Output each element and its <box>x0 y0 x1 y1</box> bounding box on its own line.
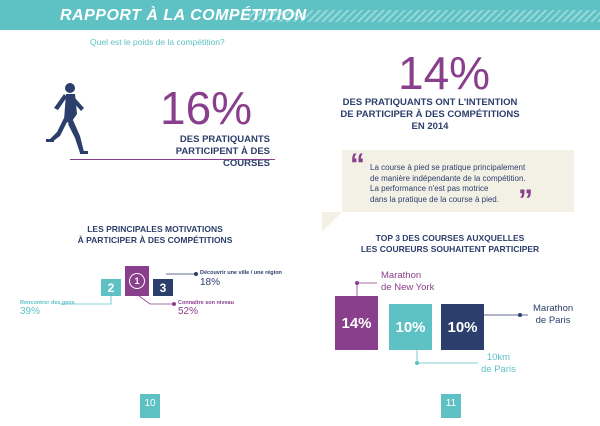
header-band <box>0 0 600 30</box>
left-stat-line-2: PARTICIPENT À DES <box>175 146 270 157</box>
header-stripes <box>248 10 600 22</box>
motivation-3-label: Découvrir une ville / une région <box>200 270 282 276</box>
quote-box-tail <box>322 212 342 232</box>
right-stat-line-3: EN 2014 <box>411 121 449 132</box>
page-number-left: 10 <box>140 394 160 418</box>
race-1-percent: 14% <box>341 314 372 332</box>
motivations-heading-line-2: À PARTICIPER À DES COMPÉTITIONS <box>77 235 233 245</box>
motivation-rank-3-block: 3 <box>153 279 173 296</box>
race-1-label: Marathon de New York <box>381 270 434 294</box>
left-stat-line-3: COURSES <box>223 158 270 169</box>
left-stat-text: DES PRATIQUANTS PARTICIPENT À DES COURSE… <box>148 134 270 170</box>
race-2-label: 10km de Paris <box>481 352 516 376</box>
quote-line-4: dans la pratique de la course à pied. <box>370 194 499 204</box>
top3-heading-line-2: LES COUREURS SOUHAITENT PARTICIPER <box>360 244 540 254</box>
top3-heading-line-1: TOP 3 DES COURSES AUXQUELLES <box>375 233 525 243</box>
top3-race-1-block: 14% <box>335 296 378 350</box>
left-big-percent: 16% <box>160 82 253 134</box>
motivation-2-percent: 39% <box>20 306 41 317</box>
race-1-line-1: Marathon <box>381 270 422 281</box>
race-3-percent: 10% <box>447 318 478 336</box>
open-quote-icon: “ <box>350 148 365 181</box>
motivation-rank-1-block: 1 <box>125 266 149 296</box>
quote-line-1: La course à pied se pratique principalem… <box>370 163 526 172</box>
race-2-line-1: 10km <box>486 352 511 363</box>
rank-1-circle-icon: 1 <box>129 273 145 289</box>
top3-heading: TOP 3 DES COURSES AUXQUELLES LES COUREUR… <box>345 233 555 255</box>
quote-line-3: La performance n'est pas motrice <box>370 184 489 193</box>
right-stat-line-2: DE PARTICIPER À DES COMPÉTITIONS <box>340 109 520 120</box>
race-1-line-2: de New York <box>381 282 435 293</box>
race-2-line-2: de Paris <box>481 364 516 375</box>
motivation-3-percent: 18% <box>200 277 221 288</box>
top3-race-2-block: 10% <box>389 304 432 350</box>
close-quote-icon: ” <box>518 184 533 217</box>
page-subtitle: Quel est le poids de la compétition? <box>90 37 225 47</box>
runner-silhouette-icon <box>46 83 88 154</box>
left-stat-divider <box>70 159 275 160</box>
right-stat-line-1: DES PRATIQUANTS ONT L'INTENTION <box>342 97 518 108</box>
rank-3-number: 3 <box>159 280 167 295</box>
page-number-right: 11 <box>441 394 461 418</box>
race-3-line-1: Marathon <box>533 303 574 314</box>
motivation-2-label: Rencontrer des gens <box>20 300 75 306</box>
race-3-label: Marathon de Paris <box>533 303 573 327</box>
rank-1-number: 1 <box>134 276 140 286</box>
left-stat-line-1: DES PRATIQUANTS <box>179 134 270 145</box>
rank-2-number: 2 <box>107 280 115 295</box>
right-stat-text: DES PRATIQUANTS ONT L'INTENTION DE PARTI… <box>330 97 530 133</box>
quote-box <box>342 150 574 212</box>
right-big-percent: 14% <box>398 47 491 99</box>
race-2-percent: 10% <box>395 318 426 336</box>
race-3-line-2: de Paris <box>535 315 571 326</box>
quote-text: La course à pied se pratique principalem… <box>370 163 575 205</box>
quote-line-2: de manière indépendante de la compétitio… <box>370 173 526 183</box>
motivation-rank-2-block: 2 <box>101 279 121 296</box>
page-title: RAPPORT À LA COMPÉTITION <box>60 7 307 24</box>
motivation-1-label: Connaître son niveau <box>178 300 234 306</box>
top3-race-3-block: 10% <box>441 304 484 350</box>
motivations-heading-line-1: LES PRINCIPALES MOTIVATIONS <box>87 224 223 234</box>
motivations-heading: LES PRINCIPALES MOTIVATIONS À PARTICIPER… <box>50 224 260 246</box>
motivation-1-percent: 52% <box>178 306 199 317</box>
